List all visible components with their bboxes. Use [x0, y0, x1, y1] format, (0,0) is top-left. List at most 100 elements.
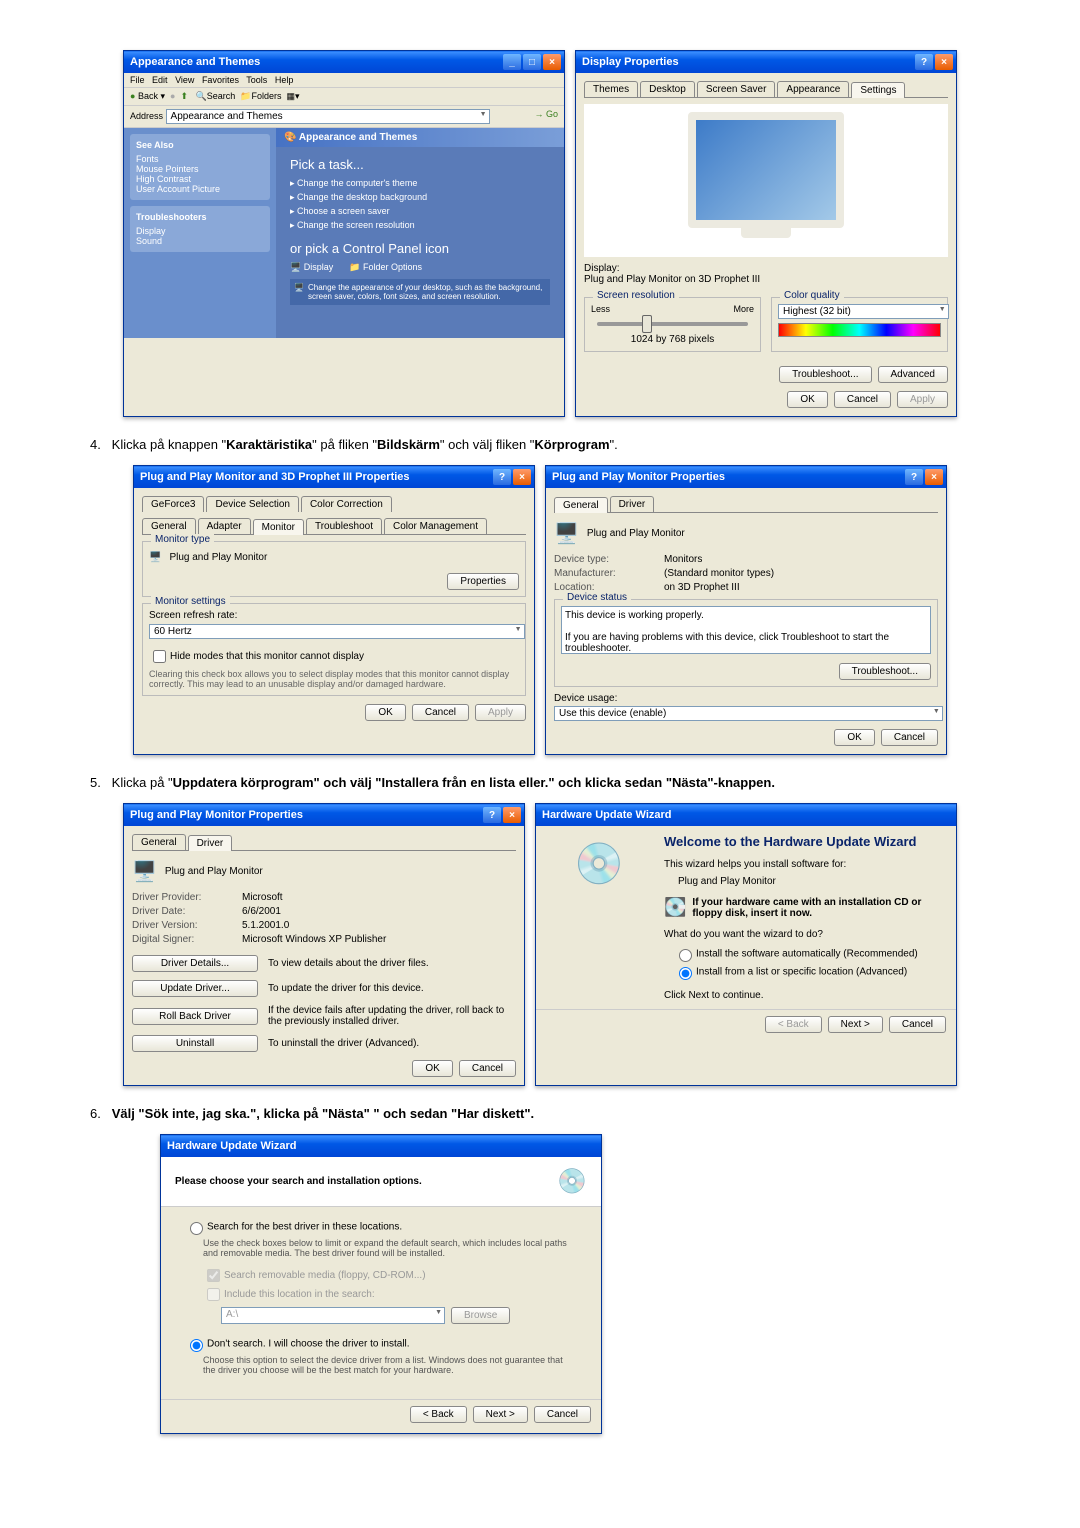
views-icon[interactable]: ▦▾ [287, 91, 300, 101]
search-icon[interactable]: 🔍 [196, 91, 207, 101]
tab-adapter[interactable]: Adapter [198, 518, 251, 534]
cp-main: 🎨 Appearance and Themes Pick a task... ▸… [276, 128, 564, 338]
ok-button[interactable]: OK [834, 729, 874, 746]
menu-view[interactable]: View [175, 75, 194, 85]
opt-list-radio[interactable] [679, 967, 692, 980]
menubar[interactable]: File Edit View Favorites Tools Help [124, 73, 564, 88]
maximize-icon[interactable]: □ [523, 54, 541, 70]
update-driver-button[interactable]: Update Driver... [132, 980, 258, 997]
advanced-button[interactable]: Advanced [878, 366, 948, 383]
cp-icon-folder[interactable]: 📁 Folder Options [349, 262, 422, 273]
chk-location [207, 1288, 220, 1301]
monitor-icon: 🖥️ [149, 552, 161, 563]
search-button[interactable]: Search [207, 91, 236, 101]
tab-screensaver[interactable]: Screen Saver [697, 81, 776, 97]
rollback-button[interactable]: Roll Back Driver [132, 1008, 258, 1025]
provider: Microsoft [242, 892, 283, 903]
refresh-rate-label: Screen refresh rate: [149, 610, 519, 621]
opt-search-radio[interactable] [190, 1222, 203, 1235]
tab-troubleshoot[interactable]: Troubleshoot [306, 518, 382, 534]
close-icon[interactable]: × [925, 469, 943, 485]
cancel-button[interactable]: Cancel [834, 391, 891, 408]
tab-appearance[interactable]: Appearance [777, 81, 849, 97]
cancel-button[interactable]: Cancel [881, 729, 938, 746]
close-icon[interactable]: × [935, 54, 953, 70]
left-item[interactable]: High Contrast [136, 174, 264, 184]
cancel-button[interactable]: Cancel [412, 704, 469, 721]
left-item[interactable]: Sound [136, 236, 264, 246]
up-icon[interactable]: ⬆ [180, 91, 188, 101]
close-icon[interactable]: × [513, 469, 531, 485]
back-button[interactable]: Back [138, 91, 158, 101]
task-link[interactable]: ▸ Change the computer's theme [290, 178, 550, 189]
tab-general[interactable]: General [142, 518, 196, 534]
left-item[interactable]: Display [136, 226, 264, 236]
ok-button[interactable]: OK [787, 391, 827, 408]
tab-device-selection[interactable]: Device Selection [206, 496, 298, 512]
display-icon: 🖥️ [290, 262, 301, 272]
window-title: Appearance and Themes [130, 56, 260, 68]
back-icon[interactable]: ● [130, 91, 135, 101]
uninstall-button[interactable]: Uninstall [132, 1035, 258, 1052]
resolution-slider[interactable] [597, 322, 748, 326]
browse-button: Browse [451, 1307, 510, 1324]
left-item[interactable]: User Account Picture [136, 184, 264, 194]
manufacturer: (Standard monitor types) [664, 568, 774, 579]
tab-settings[interactable]: Settings [851, 82, 905, 98]
cp-icon-display[interactable]: 🖥️ Display [290, 262, 333, 273]
wizard-icon: 💿 [544, 840, 654, 887]
color-quality-dropdown[interactable]: Highest (32 bit) [778, 304, 949, 319]
help-icon[interactable]: ? [493, 469, 511, 485]
help-icon[interactable]: ? [905, 469, 923, 485]
back-button[interactable]: < Back [410, 1406, 467, 1423]
menu-tools[interactable]: Tools [246, 75, 267, 85]
menu-file[interactable]: File [130, 75, 145, 85]
close-icon[interactable]: × [503, 807, 521, 823]
less-label: Less [591, 304, 610, 314]
folders-button[interactable]: Folders [252, 91, 282, 101]
minimize-icon[interactable]: _ [503, 54, 521, 70]
menu-edit[interactable]: Edit [152, 75, 168, 85]
cancel-button[interactable]: Cancel [889, 1016, 946, 1033]
cancel-button[interactable]: Cancel [459, 1060, 516, 1077]
tab-themes[interactable]: Themes [584, 81, 638, 97]
cancel-button[interactable]: Cancel [534, 1406, 591, 1423]
tab-driver[interactable]: Driver [188, 835, 233, 851]
usage-dropdown[interactable]: Use this device (enable) [554, 706, 943, 721]
troubleshoot-button[interactable]: Troubleshoot... [839, 663, 931, 680]
next-button[interactable]: Next > [828, 1016, 883, 1033]
properties-button[interactable]: Properties [447, 573, 519, 590]
window-title: Plug and Play Monitor Properties [552, 471, 725, 483]
opt-nosearch-radio[interactable] [190, 1339, 203, 1352]
tab-general[interactable]: General [132, 834, 186, 850]
ok-button[interactable]: OK [365, 704, 405, 721]
tab-monitor[interactable]: Monitor [253, 519, 304, 535]
tab-driver[interactable]: Driver [610, 496, 655, 512]
next-button[interactable]: Next > [473, 1406, 528, 1423]
menu-help[interactable]: Help [275, 75, 294, 85]
refresh-rate-dropdown[interactable]: 60 Hertz [149, 624, 525, 639]
tab-desktop[interactable]: Desktop [640, 81, 695, 97]
menu-favorites[interactable]: Favorites [202, 75, 239, 85]
left-item[interactable]: Fonts [136, 154, 264, 164]
folders-icon[interactable]: 📁 [240, 91, 251, 101]
task-link[interactable]: ▸ Change the desktop background [290, 192, 550, 203]
opt-auto-radio[interactable] [679, 949, 692, 962]
address-input[interactable]: Appearance and Themes [166, 109, 490, 124]
ok-button[interactable]: OK [412, 1060, 452, 1077]
troubleshoot-button[interactable]: Troubleshoot... [779, 366, 871, 383]
task-link[interactable]: ▸ Choose a screen saver [290, 206, 550, 217]
tab-color-correction[interactable]: Color Correction [301, 496, 392, 512]
close-icon[interactable]: × [543, 54, 561, 70]
tab-color-mgmt[interactable]: Color Management [384, 518, 487, 534]
step6-text: 6. Välj "Sök inte, jag ska.", klicka på … [90, 1106, 1020, 1121]
help-icon[interactable]: ? [915, 54, 933, 70]
go-button[interactable]: → Go [534, 109, 558, 119]
tab-geforce[interactable]: GeForce3 [142, 496, 204, 512]
task-link[interactable]: ▸ Change the screen resolution [290, 220, 550, 231]
tab-general[interactable]: General [554, 497, 608, 513]
hide-modes-checkbox[interactable] [153, 650, 166, 663]
help-icon[interactable]: ? [483, 807, 501, 823]
left-item[interactable]: Mouse Pointers [136, 164, 264, 174]
driver-details-button[interactable]: Driver Details... [132, 955, 258, 972]
